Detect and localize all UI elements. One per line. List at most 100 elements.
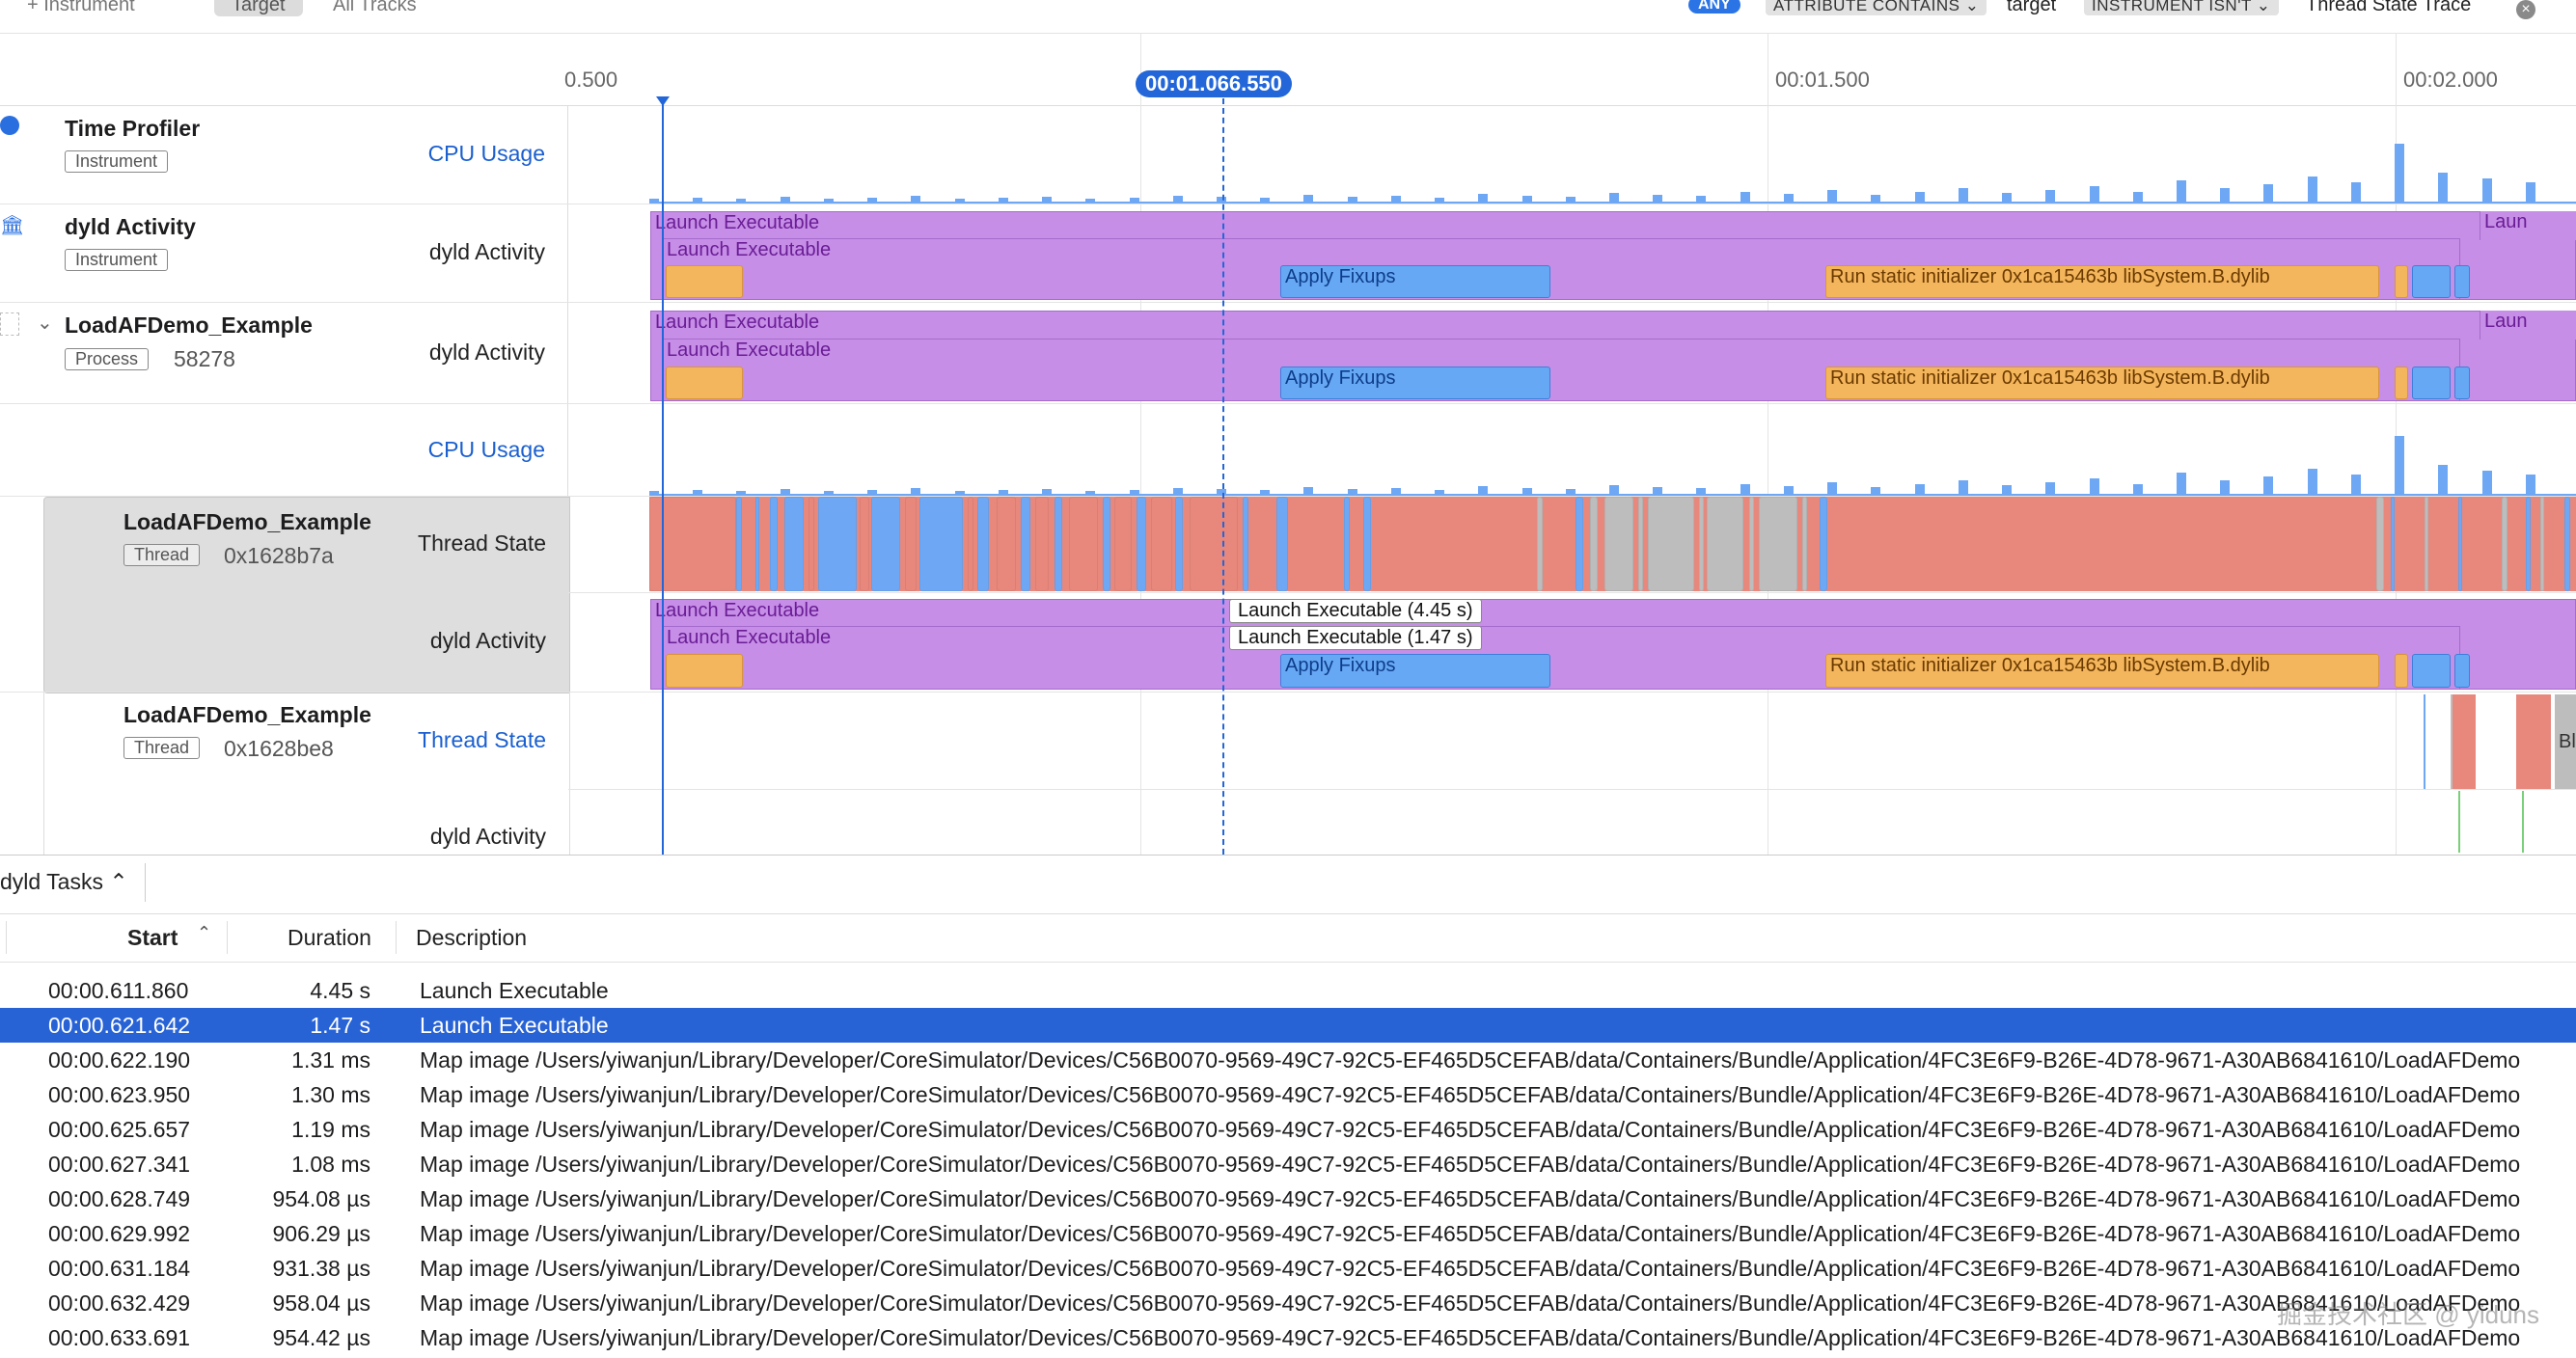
table-row[interactable]: 00:00.625.657 1.19 ms Map image /Users/yiw… [0, 1112, 2576, 1147]
add-instrument-button[interactable]: + Instrument [27, 0, 135, 15]
cell-duration: 958.04 µs [272, 1290, 371, 1316]
table-row[interactable]: 00:00.629.992 906.29 µs Map image /Users/y… [0, 1216, 2576, 1251]
table-row[interactable]: 00:00.611.860 4.45 s Launch Executable [0, 973, 2576, 1008]
track-process-cpu[interactable]: CPU Usage [0, 404, 2576, 497]
initializer-bar[interactable] [2395, 367, 2408, 399]
track-kind-label[interactable]: Thread State [418, 727, 546, 752]
track-type-badge[interactable]: Thread [123, 737, 201, 759]
track-kind-label: dyld Activity [429, 824, 546, 849]
track-kind-label[interactable]: CPU Usage [427, 437, 545, 462]
track-label: CPU Usage [0, 404, 568, 496]
track-label: 🏛 dyld Activity Instrument dyld Activity [0, 204, 568, 302]
cpu-sample-bar [2351, 182, 2361, 202]
chevron-down-icon[interactable]: ⌄ [37, 312, 53, 334]
cpu-sample-bar [999, 490, 1008, 494]
cell-description: Map image /Users/yiwanjun/Library/Develo… [420, 1082, 2521, 1107]
chevron-down-icon: ⌄ [2256, 0, 2271, 14]
playhead-line[interactable] [662, 96, 664, 855]
table-row[interactable]: 00:00.627.341 1.08 ms Map image /Users/yiw… [0, 1147, 2576, 1181]
thread1-dyld-activity[interactable]: Launch Executable Launch Executable Appl… [568, 593, 2576, 692]
thread-state-graph[interactable] [649, 497, 2576, 591]
thread-state-segment [1190, 497, 1238, 591]
cell-duration: 954.42 µs [272, 1325, 371, 1350]
sort-ascending-icon[interactable]: ⌃ [197, 923, 212, 942]
track-label: ⌄ LoadAFDemo_Example Process 58278 dyld … [0, 303, 568, 403]
initializer-bar[interactable] [666, 654, 743, 688]
filter-attribute-value[interactable]: target [2007, 0, 2057, 15]
thread-track-header[interactable]: LoadAFDemo_Example Thread 0x1628be8 Thre… [43, 693, 570, 855]
column-header-description[interactable]: Description [416, 925, 528, 950]
cpu-sample-bar [2220, 480, 2230, 494]
cell-start: 00:00.621.642 [48, 1013, 191, 1038]
thread-state-segment [1537, 497, 1543, 591]
cell-start: 00:00.627.341 [48, 1152, 191, 1177]
track-type-badge[interactable]: Process [65, 348, 150, 370]
cell-start: 00:00.625.657 [48, 1117, 191, 1142]
apply-fixups-bar[interactable] [2454, 654, 2470, 688]
cpu-sample-bar [736, 491, 746, 494]
filter-instrument-token[interactable]: INSTRUMENT ISN'T ⌄ [2084, 0, 2279, 15]
table-row[interactable]: 00:00.621.642 1.47 s Launch Executable [0, 1008, 2576, 1043]
detail-view-selector[interactable]: dyld Tasks ⌃ [0, 869, 128, 894]
column-header-duration[interactable]: Duration [288, 925, 371, 950]
thread-state-segment [919, 497, 963, 591]
building-columns-icon: 🏛 [0, 215, 25, 236]
thread-state-segment [2502, 497, 2507, 591]
initializer-bar[interactable] [2395, 654, 2408, 688]
table-row[interactable]: 00:00.622.190 1.31 ms Map image /Users/yiw… [0, 1043, 2576, 1077]
playhead-marker-icon[interactable] [656, 96, 670, 106]
table-row[interactable]: 00:00.632.429 958.04 µs Map image /Users/y… [0, 1286, 2576, 1320]
apply-fixups-bar[interactable]: Apply Fixups [1280, 367, 1550, 399]
table-row[interactable]: 00:00.631.184 931.38 µs Map image /Users/y… [0, 1251, 2576, 1286]
clear-filter-icon[interactable]: × [2516, 0, 2535, 19]
apply-fixups-bar[interactable] [2412, 654, 2451, 688]
bar-label: Run static initializer 0x1ca15463b libSy… [1830, 266, 2270, 287]
apply-fixups-bar[interactable] [2412, 265, 2451, 298]
track-kind-label[interactable]: CPU Usage [427, 141, 545, 166]
dyld-bar-launch-cut[interactable]: Laun [2480, 311, 2576, 340]
track-time-profiler[interactable]: Time Profiler Instrument CPU Usage [0, 106, 2576, 204]
table-row[interactable]: 00:00.623.950 1.30 ms Map image /Users/yiw… [0, 1077, 2576, 1112]
column-header-start[interactable]: Start [127, 925, 178, 950]
apply-fixups-bar[interactable] [2412, 367, 2451, 399]
dyld-bar-launch-cut[interactable]: Laun [2480, 211, 2576, 240]
bar-label: Launch Executable [655, 212, 820, 233]
thread-state-segment [818, 497, 857, 591]
apply-fixups-bar[interactable] [2454, 367, 2470, 399]
cpu-sample-bar [1478, 194, 1488, 202]
filter-attribute-token[interactable]: ATTRIBUTE CONTAINS ⌄ [1766, 0, 1987, 15]
filter-instrument-value[interactable]: Thread State Trace [2306, 0, 2472, 15]
thread-state-segment [1707, 497, 1743, 591]
cpu-sample-bar [911, 196, 920, 202]
thread-state-segment [784, 497, 804, 591]
cpu-sample-bar [1653, 195, 1662, 202]
initializer-bar[interactable] [666, 265, 743, 298]
apply-fixups-bar[interactable]: Apply Fixups [1280, 265, 1550, 298]
thread-state-segment [1243, 497, 1248, 591]
run-static-initializer-bar[interactable]: Run static initializer 0x1ca15463b libSy… [1825, 654, 2379, 688]
scope-all-tracks-segment[interactable]: All Tracks [333, 0, 417, 15]
run-static-initializer-bar[interactable]: Run static initializer 0x1ca15463b libSy… [1825, 265, 2379, 298]
initializer-bar[interactable] [666, 367, 743, 399]
cell-duration: 1.30 ms [291, 1082, 370, 1107]
apply-fixups-bar[interactable]: Apply Fixups [1280, 654, 1550, 688]
initializer-bar[interactable] [2395, 265, 2408, 298]
track-process[interactable]: ⌄ LoadAFDemo_Example Process 58278 dyld … [0, 303, 2576, 404]
bar-label: Run static initializer 0x1ca15463b libSy… [1830, 367, 2270, 389]
apply-fixups-bar[interactable] [2454, 265, 2470, 298]
inspection-cursor-line[interactable] [1222, 89, 1224, 855]
track-type-badge[interactable]: Thread [123, 544, 201, 566]
filter-any-token[interactable]: ANY [1688, 0, 1740, 14]
table-row[interactable]: 00:00.633.691 954.42 µs Map image /Users/y… [0, 1320, 2576, 1355]
cell-description: Map image /Users/yiwanjun/Library/Develo… [420, 1186, 2521, 1211]
thread-state-segment [1638, 497, 1643, 591]
table-row[interactable]: 00:00.628.749 954.08 µs Map image /Users/y… [0, 1181, 2576, 1216]
track-type-badge: Instrument [65, 249, 169, 271]
run-static-initializer-bar[interactable]: Run static initializer 0x1ca15463b libSy… [1825, 367, 2379, 399]
scope-target-segment[interactable]: Target [214, 0, 303, 16]
track-dyld-activity[interactable]: 🏛 dyld Activity Instrument dyld Activity… [0, 204, 2576, 303]
time-ruler[interactable]: 0.500 00:01.500 00:02.000 [0, 33, 2576, 106]
thread-state-segment [2526, 497, 2531, 591]
cell-start: 00:00.631.184 [48, 1256, 191, 1281]
thread-track-header-selected[interactable]: LoadAFDemo_Example Thread 0x1628b7a Thre… [43, 497, 570, 693]
